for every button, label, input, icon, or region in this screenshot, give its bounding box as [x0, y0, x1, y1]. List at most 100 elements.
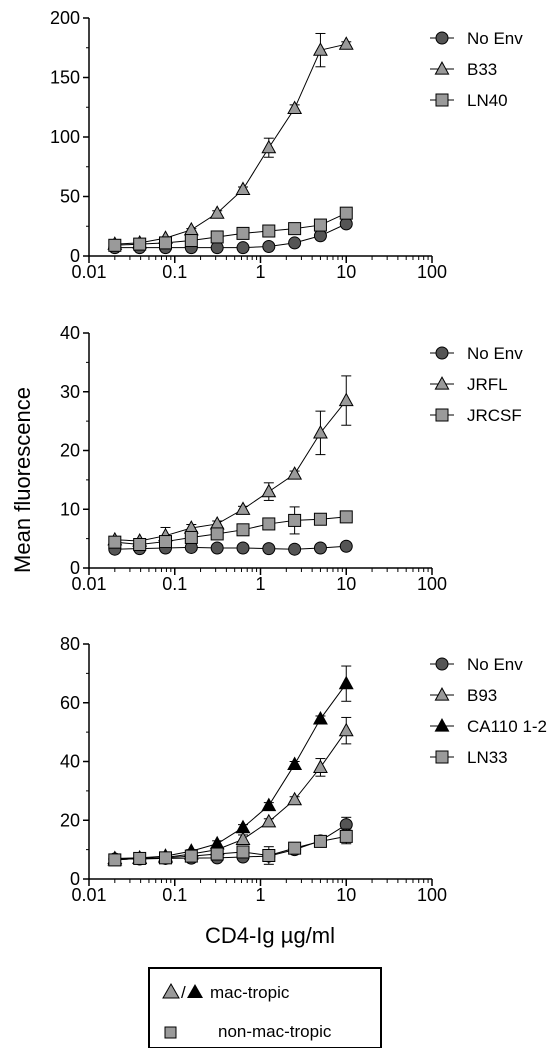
- legend-item-ca110-1-2: CA110 1-2: [430, 717, 547, 736]
- y-tick-label: 0: [70, 558, 80, 578]
- series-line: [114, 223, 347, 249]
- data-point: [339, 510, 353, 524]
- y-tick-label: 100: [50, 127, 80, 147]
- y-tick-label: 30: [60, 382, 80, 402]
- x-tick-label: 100: [417, 574, 447, 594]
- series-line: [114, 683, 347, 859]
- y-tick-label: 0: [70, 869, 80, 889]
- legend-item-b33: B33: [430, 60, 497, 79]
- x-tick-label: 10: [336, 885, 356, 905]
- data-point: [262, 542, 276, 556]
- circle-marker-icon: [435, 346, 449, 360]
- legend-label: No Env: [467, 29, 523, 48]
- legend-label: LN33: [467, 748, 508, 767]
- series-line: [114, 730, 347, 861]
- data-point: [133, 538, 147, 551]
- data-point: [287, 791, 303, 806]
- series-ca110-1-2: [107, 665, 354, 865]
- data-point: [313, 834, 327, 848]
- legend-label: LN40: [467, 91, 508, 110]
- data-point: [262, 517, 276, 531]
- data-point: [209, 205, 225, 219]
- legend: No Env B33 LN40: [430, 29, 523, 110]
- key-non-mac-tropic-row: non-mac-tropic: [164, 1022, 332, 1041]
- data-point: [261, 483, 277, 498]
- key-mac-tropic-label: mac-tropic: [210, 983, 290, 1002]
- data-point: [210, 847, 224, 861]
- x-axis-title: CD4-Ig µg/ml: [205, 923, 335, 948]
- y-tick-label: 40: [60, 752, 80, 772]
- legend-label: No Env: [467, 655, 523, 674]
- series-line: [114, 212, 347, 246]
- x-tick-label: 0.01: [71, 574, 106, 594]
- series-line: [114, 400, 347, 542]
- triangle-marker-icon: [434, 718, 450, 732]
- legend-item-jrfl: JRFL: [430, 375, 508, 394]
- data-point: [338, 392, 354, 407]
- data-point: [312, 42, 328, 56]
- series-line: [114, 824, 347, 860]
- x-tick-label: 1: [255, 262, 265, 282]
- data-point: [209, 515, 225, 530]
- series-line: [114, 545, 347, 550]
- data-point: [313, 541, 327, 555]
- data-point: [184, 234, 198, 248]
- y-axis-title: Mean fluorescence: [10, 387, 35, 573]
- data-point: [312, 710, 328, 725]
- x-tick-label: 100: [417, 885, 447, 905]
- gray-triangle-icon: [162, 982, 180, 999]
- data-point: [288, 236, 302, 250]
- series-line: [114, 516, 347, 546]
- data-point: [312, 424, 328, 439]
- data-point: [338, 722, 354, 737]
- legend-item-no-env: No Env: [430, 655, 523, 674]
- data-point: [210, 541, 224, 555]
- data-point: [287, 756, 303, 771]
- legend-item-jrcsf: JRCSF: [430, 406, 522, 425]
- legend-label: B33: [467, 60, 497, 79]
- circle-marker-icon: [435, 657, 449, 671]
- x-tick-label: 0.01: [71, 262, 106, 282]
- key-separator: /: [181, 983, 186, 1002]
- legend-item-no-env: No Env: [430, 29, 523, 48]
- y-tick-label: 10: [60, 499, 80, 519]
- y-tick-label: 20: [60, 441, 80, 461]
- data-point: [262, 239, 276, 253]
- x-tick-label: 10: [336, 574, 356, 594]
- y-tick-label: 200: [50, 8, 80, 28]
- data-point: [288, 841, 302, 855]
- legend-item-b93: B93: [430, 686, 497, 705]
- legend-label: CA110 1-2: [467, 717, 547, 736]
- data-point: [158, 535, 172, 549]
- y-tick-label: 20: [60, 810, 80, 830]
- data-point: [261, 813, 277, 828]
- black-triangle-icon: [187, 984, 203, 998]
- data-point: [338, 36, 354, 50]
- x-tick-label: 10: [336, 262, 356, 282]
- data-point: [133, 237, 147, 251]
- series-line: [114, 43, 347, 245]
- y-tick-label: 60: [60, 693, 80, 713]
- data-point: [108, 853, 122, 867]
- y-tick-label: 150: [50, 68, 80, 88]
- x-tick-label: 0.01: [71, 885, 106, 905]
- data-point: [210, 527, 224, 541]
- data-point: [236, 541, 250, 555]
- data-point: [287, 100, 303, 115]
- data-point: [236, 845, 250, 859]
- data-point: [108, 238, 122, 252]
- key-mac-tropic-row: / mac-tropic: [162, 982, 290, 1002]
- series-line: [114, 835, 347, 861]
- data-point: [158, 851, 172, 865]
- data-point: [287, 466, 303, 480]
- series-ln33: [108, 828, 353, 867]
- legend-item-ln40: LN40: [430, 91, 508, 110]
- data-point: [210, 230, 224, 244]
- series-no-env: [108, 539, 353, 556]
- x-tick-label: 0.1: [162, 574, 187, 594]
- data-point: [339, 217, 353, 231]
- square-marker-icon: [435, 93, 449, 107]
- circle-marker-icon: [435, 31, 449, 45]
- series-ln40: [108, 206, 353, 252]
